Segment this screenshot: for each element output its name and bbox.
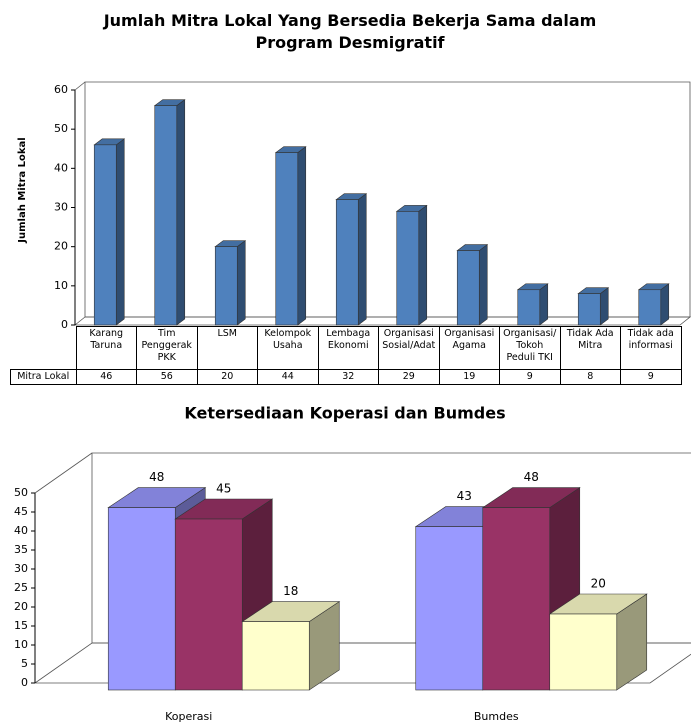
bar-side [176,99,186,326]
y-tick-label: 45 [14,505,28,518]
bar-side [236,240,246,326]
bar [482,507,551,691]
bar-side [660,283,670,326]
bar-side [599,287,609,326]
bar-side [478,243,488,326]
bar [241,621,310,691]
y-tick-label: 25 [14,581,28,594]
table-value: 44 [257,369,319,385]
y-axis-label: Jumlah Mitra Lokal [17,137,28,243]
bar-side [539,283,549,326]
data-label: 48 [524,470,539,484]
bar [214,246,238,326]
bar [335,199,359,326]
x-tick-label: Karang Taruna [75,326,137,370]
chart-title: Jumlah Mitra Lokal Yang Bersedia Bekerja… [103,11,597,52]
back-wall [91,452,691,644]
data-label: 43 [457,489,472,503]
y-tick-label: 40 [54,161,68,174]
x-tick-label: Koperasi [165,710,212,723]
data-label: 20 [591,577,606,591]
y-tick-label: 30 [14,562,28,575]
legend-entry: Mitra Lokal [10,369,77,385]
table-row: Karang Taruna Tim Penggerak PKK LSM Kelompo… [11,326,682,370]
table-value: 29 [378,369,440,385]
bar [107,507,176,691]
x-tick-label: LSM [196,326,258,370]
y-tick-label: 5 [21,657,28,670]
x-tick-label: Tim Penggerak PKK [136,326,198,370]
data-label: 48 [149,470,164,484]
y-tick-label: 15 [14,619,28,632]
table-value: 9 [499,369,561,385]
table-corner [11,327,77,370]
table-row: Mitra Lokal 46 56 20 44 32 29 19 9 8 9 [10,369,682,385]
chart-title: Ketersediaan Koperasi dan Bumdes [184,404,505,423]
bar [456,250,480,326]
bar [154,105,178,326]
y-tick-label: 40 [14,524,28,537]
bar [275,152,299,326]
x-tick-label: Lembaga Ekonomi [317,326,379,370]
side-wall [34,452,93,494]
x-tick-label: Bumdes [474,710,519,723]
x-tick-label: Kelompok Usaha [257,326,319,370]
bar [549,613,618,691]
y-tick-label: 10 [54,279,68,292]
bar [415,526,484,691]
table-value: 46 [75,369,137,385]
y-tick-label: 30 [54,201,68,214]
x-tick-label: Tidak Ada Mitra [559,326,621,370]
bar [577,293,601,326]
bar [638,289,662,326]
y-tick-label: 0 [61,318,68,331]
bar-side [357,193,367,326]
y-tick-label: 20 [54,240,68,253]
bar-side [418,204,428,326]
bar [396,211,420,326]
y-tick-label: 50 [14,486,28,499]
y-tick-label: 10 [14,638,28,651]
y-tick-label: 60 [54,83,68,96]
y-tick-label: 0 [21,676,28,689]
data-label: 18 [283,584,298,598]
y-tick-label: 35 [14,543,28,556]
bar [174,518,243,691]
y-tick-label: 50 [54,122,68,135]
table-value: 8 [559,369,621,385]
bar-side [115,138,125,326]
x-tick-label: Organisasi Sosial/Adat [378,326,440,370]
data-label: 45 [216,482,231,496]
table-value: 20 [196,369,258,385]
data-table: Karang Taruna Tim Penggerak PKK LSM Kelompo… [10,326,682,385]
x-tick-label: Tidak ada informasi [620,326,682,370]
table-value: 9 [620,369,682,385]
bar [93,144,117,326]
table-value: 32 [317,369,379,385]
x-tick-label: Organisasi/ Tokoh Peduli TKI [499,326,561,370]
table-value: 19 [438,369,500,385]
x-tick-label: Organisasi Agama [438,326,500,370]
bar [517,289,541,326]
y-tick-label: 20 [14,600,28,613]
bar-side [297,146,307,326]
table-value: 56 [136,369,198,385]
side-wall [74,81,86,91]
